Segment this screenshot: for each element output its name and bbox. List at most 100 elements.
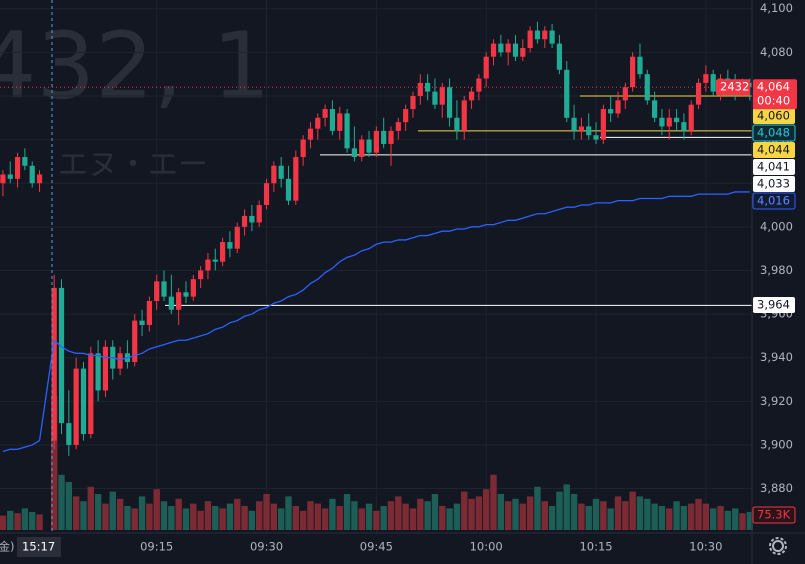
candle-body <box>681 122 687 131</box>
price-lines <box>0 86 752 306</box>
candle-body <box>14 157 21 179</box>
volume-bar <box>717 506 724 530</box>
volume-bar <box>182 508 190 530</box>
price-tag-label: 4,060 <box>757 109 790 123</box>
volume-bar <box>746 511 754 530</box>
volume-bar <box>446 508 453 530</box>
candle-body <box>22 157 28 166</box>
candle-body <box>95 353 101 391</box>
volume-bar <box>212 506 219 530</box>
candle-body <box>344 113 350 149</box>
candle-body <box>703 74 709 83</box>
candle-body <box>425 82 431 92</box>
volume <box>0 395 754 530</box>
volume-bar <box>504 501 512 530</box>
candle-body <box>58 287 65 424</box>
volume-bar <box>94 494 102 530</box>
volume-bar <box>600 501 607 530</box>
candle-body <box>564 69 570 118</box>
candle-body <box>205 259 211 271</box>
candle-body <box>234 226 240 249</box>
candle-body <box>534 30 541 40</box>
volume-bar <box>197 510 204 530</box>
candle-body <box>366 139 372 153</box>
volume-bar <box>483 489 490 530</box>
watermark-name: エヌ・エー <box>58 148 208 183</box>
volume-bar <box>256 501 263 530</box>
volume-bar <box>50 395 58 530</box>
volume-bar <box>109 491 116 530</box>
candle-body <box>417 82 423 96</box>
volume-bar <box>490 474 497 530</box>
candle-body <box>146 300 152 325</box>
candle-body <box>329 109 336 131</box>
candle-body <box>505 43 511 53</box>
candle-body <box>476 78 482 92</box>
x-tick-label: 10:15 <box>579 540 612 554</box>
moving-average <box>2 440 40 453</box>
volume-bar <box>351 501 358 530</box>
candle-body <box>527 30 533 48</box>
x-tick-label: 10:00 <box>470 540 503 554</box>
candle-body <box>359 139 365 158</box>
volume-bar <box>702 503 710 530</box>
volume-bar <box>439 506 446 530</box>
candle-body <box>673 117 680 123</box>
candle-body <box>73 368 79 445</box>
candle-body <box>351 148 357 158</box>
volume-bar <box>14 513 21 530</box>
candle-body <box>198 270 204 280</box>
candle-body <box>549 30 555 44</box>
x-tick-label: 10:30 <box>689 540 722 554</box>
volume-bar <box>336 506 343 530</box>
countdown-label: 00:40 <box>757 94 790 108</box>
candle-body <box>373 130 379 153</box>
candle-body <box>102 346 109 391</box>
volume-bar <box>190 503 197 530</box>
volume-bar <box>124 506 131 530</box>
volume-bar <box>461 491 468 530</box>
volume-bar <box>585 506 592 530</box>
volume-bar <box>175 498 182 530</box>
candle-body <box>468 91 475 101</box>
volume-bar <box>739 513 746 530</box>
volume-bar <box>622 501 629 530</box>
volume-bar <box>0 515 7 530</box>
symbol-tag <box>716 79 750 96</box>
candle-body <box>520 47 526 57</box>
settings-icon[interactable] <box>769 537 787 555</box>
volume-bar <box>153 489 160 530</box>
candle-body <box>285 178 292 201</box>
y-tick-label: 3,920 <box>760 394 793 408</box>
candle-body <box>154 281 160 301</box>
candle-body <box>644 74 650 101</box>
volume-bar <box>644 498 651 530</box>
candle-body <box>7 174 13 179</box>
volume-bar <box>72 496 80 530</box>
candle-body <box>388 130 394 144</box>
volume-bar <box>307 501 314 530</box>
y-tick-label: 4,000 <box>760 219 793 233</box>
volume-bar <box>387 501 395 530</box>
candle-body <box>454 117 460 131</box>
volume-bar <box>29 512 36 530</box>
x-tick-label: 09:15 <box>140 540 173 554</box>
weekday: (金) <box>0 540 14 554</box>
candle-body <box>183 292 189 297</box>
candle-body <box>622 87 628 101</box>
volume-bar <box>651 503 658 530</box>
y-tick-label: 4,100 <box>760 1 793 15</box>
candle-body <box>139 320 145 325</box>
volume-bar <box>248 510 256 530</box>
candle-body <box>498 43 504 53</box>
candle-body <box>190 279 196 297</box>
volume-bar <box>731 508 739 530</box>
candle-body <box>556 43 563 70</box>
volume-bar <box>58 474 65 530</box>
candle-body <box>278 165 284 179</box>
candle-body <box>490 43 497 57</box>
y-tick-label: 3,980 <box>760 263 793 277</box>
ma-tag <box>752 192 796 210</box>
